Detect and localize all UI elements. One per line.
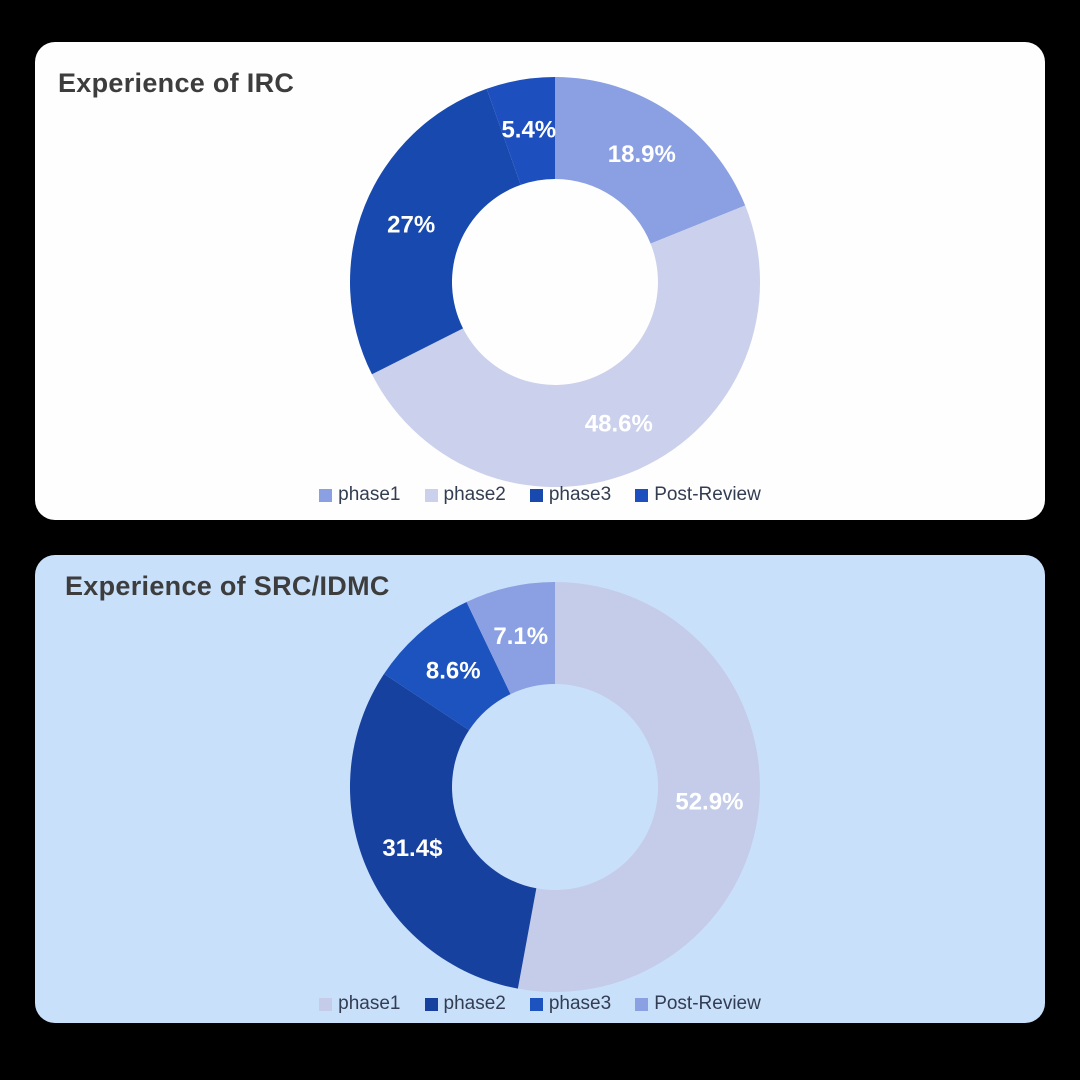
legend-label: Post-Review [654, 993, 761, 1014]
slice-phase2[interactable] [371, 205, 761, 488]
slice-phase1[interactable] [555, 77, 746, 244]
slice-value-label: 18.9% [608, 141, 676, 168]
legend-swatch-icon [319, 997, 333, 1011]
legend-label: phase1 [338, 484, 401, 505]
legend-swatch-icon [529, 997, 543, 1011]
legend-swatch-icon [635, 997, 649, 1011]
legend-swatch-icon [635, 488, 649, 502]
src-idmc-panel: Experience of SRC/IDMC 52.9% 31.4$ 8.6% 7.1… [35, 555, 1045, 1023]
slice-value-label: 27% [387, 212, 435, 239]
slice-phase3[interactable] [384, 602, 511, 731]
legend-swatch-icon [424, 997, 438, 1011]
slice-value-label: 52.9% [675, 789, 743, 816]
slice-phase3[interactable] [350, 88, 521, 375]
slice-phase2[interactable] [349, 673, 537, 989]
legend-item-phase3[interactable]: phase3 [529, 993, 612, 1015]
chart-title-src-idmc: Experience of SRC/IDMC [65, 571, 390, 601]
legend-item-phase1[interactable]: phase1 [319, 993, 401, 1015]
chart-legend-src-idmc: phase1 phase2 phase3 Post-Review [35, 993, 1045, 1015]
legend-item-post-review[interactable]: Post-Review [635, 484, 761, 506]
slice-value-label: 7.1% [493, 623, 548, 650]
legend-item-phase2[interactable]: phase2 [424, 993, 506, 1015]
legend-swatch-icon [529, 488, 543, 502]
irc-panel: Experience of IRC 18.9% 48.6% 27% 5.4% phas… [35, 42, 1045, 520]
legend-item-post-review[interactable]: Post-Review [635, 993, 761, 1015]
slice-phase1[interactable] [517, 582, 760, 992]
donut-chart-irc: 18.9% 48.6% 27% 5.4% [335, 62, 775, 502]
donut-svg: 18.9% 48.6% 27% 5.4% [350, 77, 761, 488]
slice-value-label: 48.6% [585, 411, 653, 438]
legend-swatch-icon [424, 488, 438, 502]
slice-Post-Review[interactable] [486, 77, 555, 185]
legend-label: phase3 [548, 484, 612, 505]
legend-swatch-icon [319, 488, 333, 502]
legend-item-phase3[interactable]: phase3 [529, 484, 612, 506]
legend-label: phase1 [338, 993, 401, 1014]
donut-chart-src-idmc: 52.9% 31.4$ 8.6% 7.1% [335, 567, 775, 1007]
legend-label: phase3 [548, 993, 612, 1014]
legend-item-phase2[interactable]: phase2 [424, 484, 506, 506]
slice-Post-Review[interactable] [466, 582, 555, 695]
legend-label: phase2 [443, 484, 506, 505]
slice-value-label: 8.6% [426, 658, 481, 685]
slice-value-label: 5.4% [501, 117, 556, 144]
legend-item-phase1[interactable]: phase1 [319, 484, 401, 506]
chart-legend-irc: phase1 phase2 phase3 Post-Review [35, 484, 1045, 506]
donut-svg: 52.9% 31.4$ 8.6% 7.1% [349, 582, 760, 992]
slice-value-label: 31.4$ [382, 835, 443, 862]
legend-label: Post-Review [654, 484, 761, 505]
legend-label: phase2 [443, 993, 506, 1014]
chart-title-irc: Experience of IRC [58, 68, 295, 98]
